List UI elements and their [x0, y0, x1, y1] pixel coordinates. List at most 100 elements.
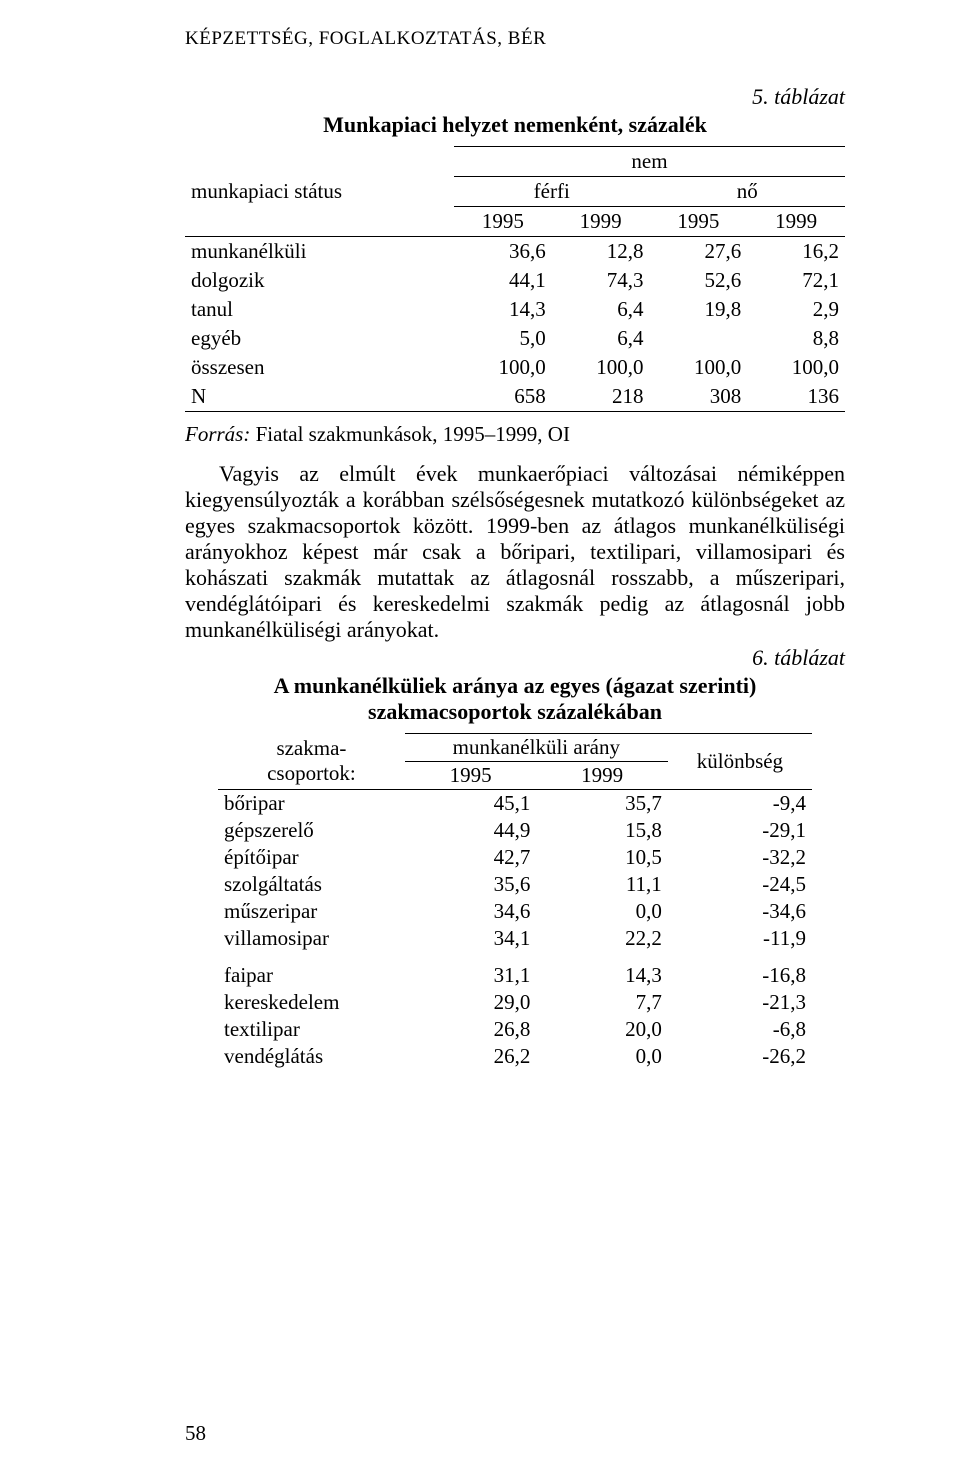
cell-value: 12,8 [552, 237, 650, 267]
table-row: egyéb 5,0 6,4 8,8 [185, 324, 845, 353]
cell-label: munkanélküli [185, 237, 454, 267]
table5-year: 1995 [454, 207, 552, 237]
cell-value: -24,5 [668, 871, 812, 898]
row-header-line1: szakma- [276, 736, 346, 760]
table-row: textilipar 26,8 20,0 -6,8 [218, 1016, 812, 1043]
cell-value: 29,0 [405, 989, 536, 1016]
cell-value: 27,6 [649, 237, 747, 267]
table5-col-ferfi: férfi [454, 177, 649, 207]
cell-label: kereskedelem [218, 989, 405, 1016]
cell-label: villamosipar [218, 925, 405, 952]
table5-title: Munkapiaci helyzet nemenként, százalék [185, 112, 845, 138]
table-row: dolgozik 44,1 74,3 52,6 72,1 [185, 266, 845, 295]
table5-year: 1999 [747, 207, 845, 237]
cell-label: faipar [218, 962, 405, 989]
cell-value: 218 [552, 382, 650, 412]
cell-label: tanul [185, 295, 454, 324]
cell-value [649, 324, 747, 353]
table6: szakma- csoportok: munkanélküli arány kü… [218, 733, 812, 1070]
cell-value: 100,0 [454, 353, 552, 382]
table-row: szolgáltatás 35,6 11,1 -24,5 [218, 871, 812, 898]
table-row: tanul 14,3 6,4 19,8 2,9 [185, 295, 845, 324]
cell-value: 100,0 [649, 353, 747, 382]
table-row: faipar 31,1 14,3 -16,8 [218, 962, 812, 989]
cell-value: 136 [747, 382, 845, 412]
cell-value: 308 [649, 382, 747, 412]
cell-value: 22,2 [536, 925, 667, 952]
table5-source: Forrás: Fiatal szakmunkások, 1995–1999, … [185, 422, 845, 447]
cell-value: -32,2 [668, 844, 812, 871]
cell-value: 8,8 [747, 324, 845, 353]
cell-value: 14,3 [536, 962, 667, 989]
table-row: vendéglátás 26,2 0,0 -26,2 [218, 1043, 812, 1070]
cell-value: 15,8 [536, 817, 667, 844]
cell-value: 26,8 [405, 1016, 536, 1043]
cell-value: 10,5 [536, 844, 667, 871]
table5-col-no: nő [649, 177, 845, 207]
cell-value: -11,9 [668, 925, 812, 952]
cell-value: 16,2 [747, 237, 845, 267]
table-row: kereskedelem 29,0 7,7 -21,3 [218, 989, 812, 1016]
cell-value: 44,9 [405, 817, 536, 844]
table-row: villamosipar 34,1 22,2 -11,9 [218, 925, 812, 952]
cell-value: 34,1 [405, 925, 536, 952]
cell-label: szolgáltatás [218, 871, 405, 898]
cell-value: 35,7 [536, 789, 667, 817]
cell-value: -6,8 [668, 1016, 812, 1043]
table6-title: A munkanélküliek aránya az egyes (ágazat… [185, 673, 845, 725]
table5-row-header: munkapiaci státus [185, 147, 454, 237]
table6-col-diff: különbség [668, 733, 812, 789]
cell-value: 36,6 [454, 237, 552, 267]
table6-number: 6. táblázat [185, 645, 845, 671]
cell-value: -9,4 [668, 789, 812, 817]
cell-label: műszeripar [218, 898, 405, 925]
cell-label: dolgozik [185, 266, 454, 295]
cell-value: 74,3 [552, 266, 650, 295]
running-head: KÉPZETTSÉG, FOGLALKOZTATÁS, BÉR [185, 28, 845, 50]
cell-value: 6,4 [552, 295, 650, 324]
cell-value: 100,0 [552, 353, 650, 382]
table6-row-header: szakma- csoportok: [218, 733, 405, 789]
table-row: munkanélküli 36,6 12,8 27,6 16,2 [185, 237, 845, 267]
table6-title-line2: szakmacsoportok százalékában [368, 699, 662, 724]
table-row: gépszerelő 44,9 15,8 -29,1 [218, 817, 812, 844]
cell-value: 42,7 [405, 844, 536, 871]
cell-label: gépszerelő [218, 817, 405, 844]
row-header-line2: csoportok: [267, 761, 356, 785]
table-row: összesen 100,0 100,0 100,0 100,0 [185, 353, 845, 382]
cell-value: -26,2 [668, 1043, 812, 1070]
cell-value: 2,9 [747, 295, 845, 324]
cell-value: 19,8 [649, 295, 747, 324]
cell-value: 11,1 [536, 871, 667, 898]
cell-value: 35,6 [405, 871, 536, 898]
source-label: Forrás: [185, 422, 250, 446]
cell-label: egyéb [185, 324, 454, 353]
table-row: bőripar 45,1 35,7 -9,4 [218, 789, 812, 817]
table5-col-group-header: nem [454, 147, 845, 177]
cell-value: 26,2 [405, 1043, 536, 1070]
cell-label: építőipar [218, 844, 405, 871]
paragraph: Vagyis az elmúlt évek munkaerőpiaci vált… [185, 461, 845, 643]
table5-year: 1999 [552, 207, 650, 237]
cell-value: -34,6 [668, 898, 812, 925]
cell-value: -21,3 [668, 989, 812, 1016]
cell-value: 0,0 [536, 898, 667, 925]
cell-value: 5,0 [454, 324, 552, 353]
table6-year: 1995 [405, 761, 536, 789]
cell-value: 0,0 [536, 1043, 667, 1070]
cell-value: -16,8 [668, 962, 812, 989]
cell-label: összesen [185, 353, 454, 382]
cell-value: 100,0 [747, 353, 845, 382]
table-row: N 658 218 308 136 [185, 382, 845, 412]
cell-value: 7,7 [536, 989, 667, 1016]
cell-value: -29,1 [668, 817, 812, 844]
cell-label: textilipar [218, 1016, 405, 1043]
cell-value: 14,3 [454, 295, 552, 324]
cell-value: 31,1 [405, 962, 536, 989]
cell-value: 658 [454, 382, 552, 412]
table6-col-group-header: munkanélküli arány [405, 733, 668, 761]
cell-value: 52,6 [649, 266, 747, 295]
cell-value: 72,1 [747, 266, 845, 295]
cell-label: vendéglátás [218, 1043, 405, 1070]
cell-value: 34,6 [405, 898, 536, 925]
